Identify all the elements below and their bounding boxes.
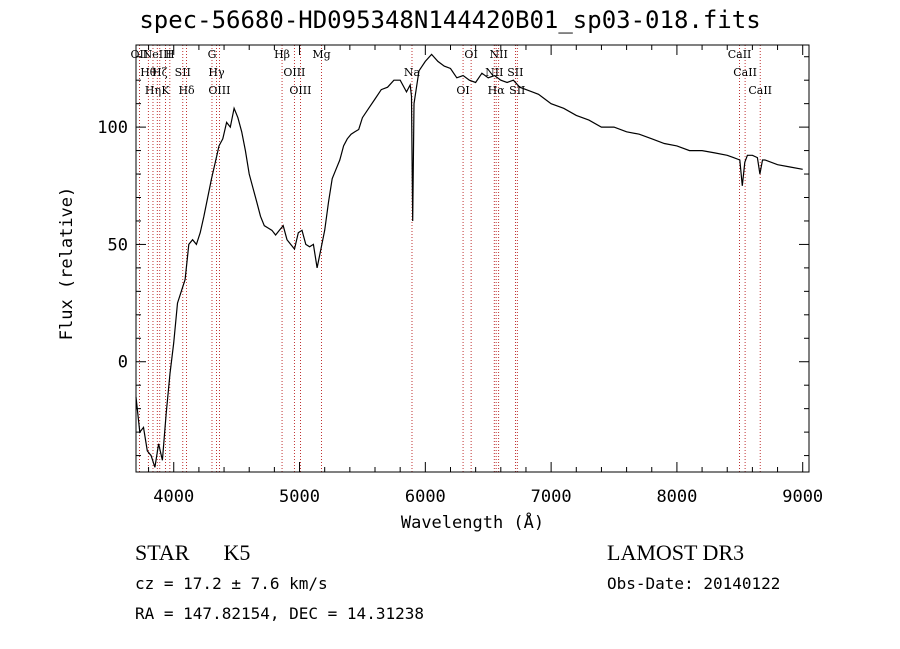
line-label: OIII	[283, 66, 305, 79]
x-tick-label: 5000	[279, 487, 320, 507]
plot-frame	[135, 44, 810, 473]
line-label: Hγ	[208, 66, 225, 79]
line-label: CaII	[728, 48, 752, 61]
line-label: K	[161, 84, 170, 97]
line-label: CaII	[733, 66, 757, 79]
line-label: Hβ	[274, 48, 290, 61]
y-tick-label: 50	[108, 235, 128, 255]
line-label: OIII	[208, 84, 230, 97]
object-subclass: K5	[223, 540, 251, 565]
line-label: Na	[404, 66, 421, 79]
x-tick-label: 9000	[782, 487, 823, 507]
line-label: OIII	[289, 84, 311, 97]
y-tick-label: 100	[97, 118, 128, 138]
line-label: H	[165, 48, 175, 61]
line-label: OI	[456, 84, 469, 97]
coordinates: RA = 147.82154, DEC = 14.31238	[135, 604, 424, 623]
line-label: Hα	[488, 84, 506, 97]
observation-date: Obs-Date: 20140122	[607, 574, 781, 593]
line-label: G	[208, 48, 217, 61]
y-axis-label: Flux (relative)	[57, 187, 77, 341]
x-tick-label: 7000	[531, 487, 572, 507]
line-label: Mg	[312, 48, 330, 61]
x-tick-label: 6000	[405, 487, 446, 507]
x-tick-label: 8000	[656, 487, 697, 507]
spectral-line-labels: OIIHθHηNeIIIHζKHSIIHδGHγOIIIHβOIIIOIIIMg…	[131, 48, 772, 97]
line-label: Hζ	[152, 66, 168, 79]
line-label: CaII	[748, 84, 772, 97]
line-label: NII	[485, 66, 503, 79]
x-axis-ticks: 4000 5000 6000 7000 8000 9000	[148, 45, 823, 507]
survey-name: LAMOST DR3	[607, 540, 745, 565]
line-label: SII	[175, 66, 191, 79]
x-axis-label: Wavelength (Å)	[401, 511, 544, 533]
line-label: SII	[507, 66, 523, 79]
line-label: OII	[131, 48, 149, 61]
x-tick-label: 4000	[153, 487, 194, 507]
line-label: NII	[490, 48, 508, 61]
line-label: SII	[509, 84, 525, 97]
line-label: Hθ	[140, 66, 157, 79]
redshift-velocity: cz = 17.2 ± 7.6 km/s	[135, 574, 328, 593]
chart-title: spec-56680-HD095348N144420B01_sp03-018.f…	[139, 6, 761, 34]
line-label: OI	[464, 48, 477, 61]
spectral-line-markers	[138, 45, 761, 472]
spectral-class: STAR K5	[135, 540, 284, 566]
spectrum-series-line	[135, 53, 803, 468]
y-axis-ticks: 0 50 100	[97, 56, 809, 457]
object-class: STAR	[135, 540, 190, 565]
y-tick-label: 0	[118, 353, 128, 373]
line-label: NeIII	[143, 48, 172, 61]
line-label: Hη	[145, 84, 161, 97]
line-label: Hδ	[178, 84, 195, 97]
